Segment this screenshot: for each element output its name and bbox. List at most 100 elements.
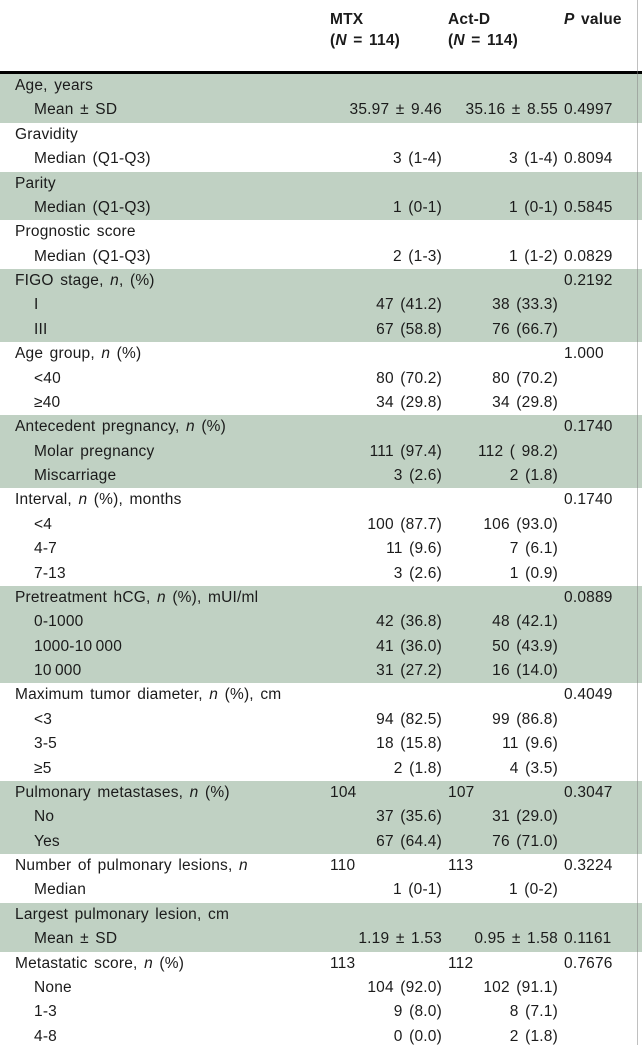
table-row: <3 94 (82.5) 99 (86.8) [0,708,642,732]
table-row: Antecedent pregnancy, n (%) 0.1740 [0,415,642,440]
actd-value [443,585,560,611]
p-value: 0.1740 [560,415,642,440]
row-label: Interval, n (%), months [15,491,182,509]
row-label: Median [34,881,87,899]
column-header-p-value: P value [560,0,642,74]
table-row: Yes 67 (64.4) 76 (71.0) [0,829,642,854]
actd-value [443,683,560,707]
mtx-value [320,269,443,294]
p-value [560,805,642,830]
actd-value: 16 (14.0) [443,659,560,684]
actd-value: 107 [443,780,560,806]
table-row: 1000-10 000 41 (36.0) 50 (43.9) [0,634,642,659]
header-empty-cell [0,0,320,74]
row-label: <40 [34,369,61,387]
p-value [560,537,642,561]
row-label: 7-13 [34,564,66,582]
p-value [560,171,642,196]
mtx-value: 67 (64.4) [320,829,443,854]
mtx-value: 42 (36.8) [320,610,443,635]
actd-value: 50 (43.9) [443,634,560,659]
row-label: ≥5 [34,759,52,777]
p-value [560,976,642,1000]
p-value [560,757,642,781]
row-label: ≥40 [34,393,61,411]
p-value [560,391,642,415]
mtx-value: 1.19 ± 1.53 [320,927,443,952]
actd-value [443,171,560,196]
table-row: Metastatic score, n (%) 113 112 0.7676 [0,952,642,976]
actd-value: 1 (1-2) [508,247,558,265]
mtx-value: 111 (97.4) [320,439,443,464]
table-row: Interval, n (%), months 0.1740 [0,488,642,512]
header-row: MTX (N = 114) Act-D (N = 114) P value [0,0,642,74]
actd-value: 7 (6.1) [509,540,558,558]
p-value [560,1025,642,1045]
row-label: Molar pregnancy [0,439,320,464]
row-label: 3-5 [34,735,58,753]
row-label: Median (Q1-Q3) [34,150,151,168]
mtx-value: 0 (0.0) [393,1027,442,1045]
p-value [560,220,642,244]
mtx-value: 104 (92.0) [367,978,442,996]
column-header-actd: Act-D (N = 114) [443,0,560,74]
p-value: 0.0829 [564,247,613,265]
table-row: Pulmonary metastases, n (%) 104 107 0.30… [0,780,642,806]
p-value [560,878,642,902]
table-row: ≥40 34 (29.8) 34 (29.8) [0,391,642,415]
p-value [560,610,642,635]
table-row: <4 100 (87.7) 106 (93.0) [0,513,642,537]
table-row: No 37 (35.6) 31 (29.0) [0,805,642,830]
p-value [560,634,642,659]
actd-value: 11 (9.6) [502,735,558,753]
column-header-mtx: MTX (N = 114) [320,0,443,74]
table-row: Pretreatment hCG, n (%), mUI/ml 0.0889 [0,585,642,611]
table-row: ≥5 2 (1.8) 4 (3.5) [0,757,642,781]
p-value: 0.0889 [560,585,642,611]
p-value [560,562,642,586]
mtx-value [320,220,443,244]
p-value [560,293,642,318]
p-value [560,367,642,391]
table-row: Age, years [0,72,642,99]
p-value: 0.1161 [560,927,642,952]
row-label: Prognostic score [15,223,136,241]
row-label: Metastatic score, n (%) [15,954,185,972]
mtx-value: 11 (9.6) [386,540,442,558]
mtx-sample-size: (N = 114) [330,32,401,49]
actd-value: 2 (1.8) [509,1027,558,1045]
p-value [560,659,642,684]
table-row: Median (Q1-Q3) 3 (1-4) 3 (1-4) 0.8094 [0,147,642,171]
row-label: Antecedent pregnancy, n (%) [0,415,320,440]
mtx-value [320,171,443,196]
p-value: 0.4049 [564,686,613,704]
p-value [560,829,642,854]
actd-value: 112 [448,954,474,972]
table-row: III 67 (58.8) 76 (66.7) [0,317,642,343]
mtx-value: 9 (8.0) [393,1003,442,1021]
actd-value: 76 (66.7) [443,317,560,343]
table-row: 10 000 31 (27.2) 16 (14.0) [0,659,642,684]
p-value: 0.5845 [560,195,642,221]
mtx-value: 100 (87.7) [367,515,442,533]
p-value: 0.3047 [560,780,642,806]
table-row: Mean ± SD 35.97 ± 9.46 35.16 ± 8.55 0.49… [0,98,642,123]
actd-value: 1 (0-2) [508,881,558,899]
table-row: Gravidity [0,123,642,147]
mtx-value [320,415,443,440]
actd-value [443,415,560,440]
mtx-value: 3 (2.6) [320,464,443,489]
row-label: Median (Q1-Q3) [0,195,320,221]
table-row: Age group, n (%) 1.000 [0,342,642,366]
mtx-group-label: MTX [330,11,364,28]
row-label: Mean ± SD [0,98,320,123]
table-row: 1-3 9 (8.0) 8 (7.1) [0,1000,642,1024]
row-label: 1-3 [34,1003,58,1021]
p-value: 0.1740 [564,491,613,509]
row-label: Number of pulmonary lesions, n [15,857,248,874]
row-label: 1000-10 000 [0,634,320,659]
p-value [560,317,642,343]
actd-value: 112 ( 98.2) [443,439,560,464]
mtx-value [320,902,443,928]
